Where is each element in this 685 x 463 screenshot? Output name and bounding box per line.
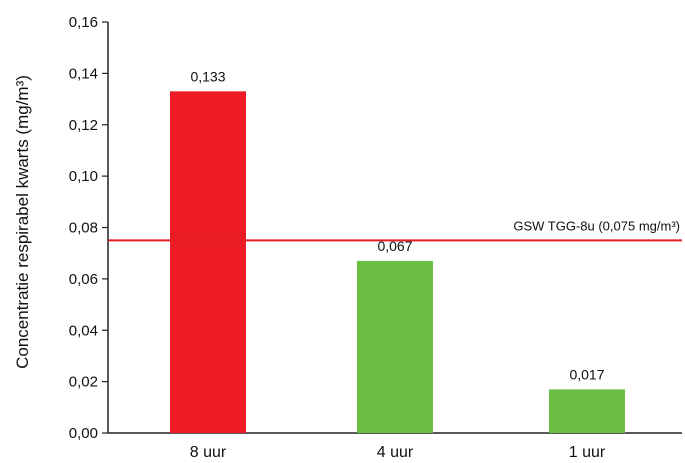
x-category-label: 1 uur	[569, 444, 606, 461]
bar	[549, 389, 625, 433]
bar	[357, 260, 433, 433]
labels: 0,133 8 uur 0,067 4 uur 0,017 1 uur	[190, 68, 606, 461]
bar-value-label: 0,133	[190, 68, 225, 84]
y-tick-label: 0,16	[69, 14, 98, 31]
y-tick-label: 0,08	[69, 220, 98, 237]
bar-value-label: 0,017	[569, 366, 604, 382]
bar-value-label: 0,067	[377, 238, 412, 254]
bars	[170, 91, 625, 433]
y-tick-label: 0,12	[69, 117, 98, 134]
reference-line-label: GSW TGG-8u (0,075 mg/m³)	[513, 218, 680, 233]
y-tick-label: 0,02	[69, 374, 98, 391]
y-tick-label: 0,04	[69, 322, 98, 339]
y-tick-label: 0,10	[69, 168, 98, 185]
x-category-label: 4 uur	[377, 444, 414, 461]
bar	[170, 91, 246, 433]
y-tick-label: 0,00	[69, 425, 98, 442]
y-tick-label: 0,06	[69, 271, 98, 288]
x-category-label: 8 uur	[190, 444, 227, 461]
reference-line-group: GSW TGG-8u (0,075 mg/m³)	[108, 218, 682, 242]
y-axis-title-group: Concentratie respirabel kwarts (mg/m³)	[13, 75, 32, 369]
y-axis-title: Concentratie respirabel kwarts (mg/m³)	[13, 75, 32, 369]
y-tick-label: 0,14	[69, 65, 98, 82]
